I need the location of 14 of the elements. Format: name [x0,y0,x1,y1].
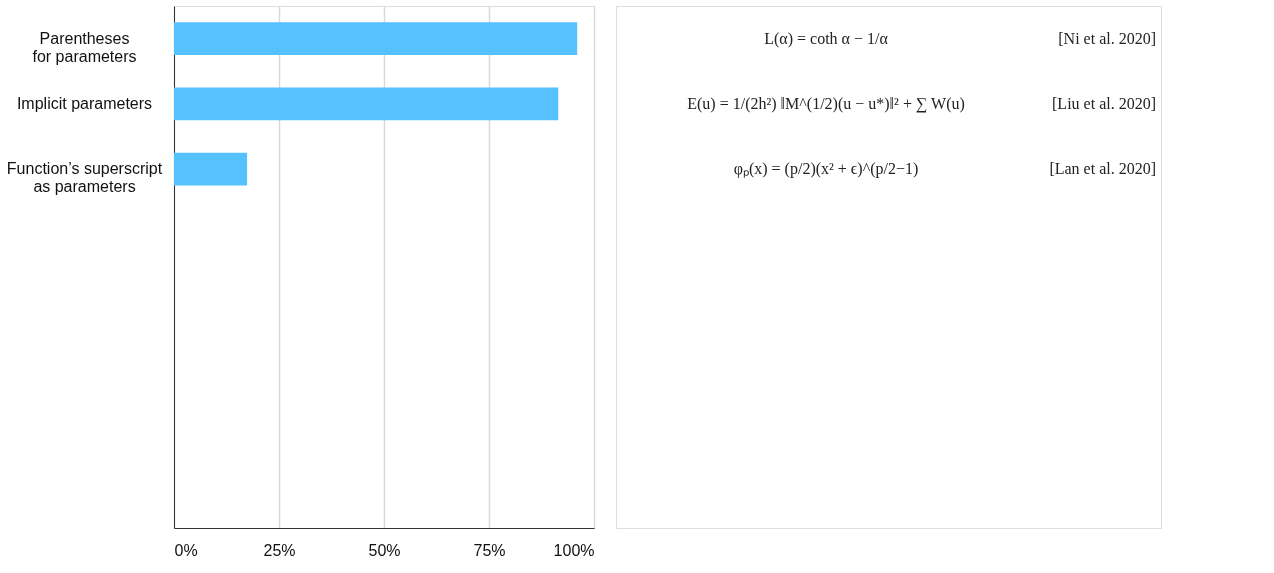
text: [Ni et al. 2020] [1058,29,1156,47]
x-tick-label: 100% [553,541,595,559]
y-tick-label: Function’s superscript as parameters [6,160,163,196]
text: [Lan et al. 2020] [1049,160,1156,178]
y-tick-label: Parentheses for parameters [32,29,137,65]
x-tick-label: 25% [263,541,296,559]
x-tick-label: 0% [174,541,198,559]
text: L(α) = coth α − 1/α [764,29,889,48]
text: [Liu et al. 2020] [1052,94,1156,112]
text: E(u) = 1/(2h²) ‖M^(1/2)(u − u*)‖² + ∑ W(u) [687,94,965,113]
x-tick-label: 75% [473,541,506,559]
y-tick-label: Implicit parameters [16,94,153,112]
x-tick-label: 50% [368,541,401,559]
text: φₚ(x) = (p/2)(x² + ϵ)^(p/2−1) [733,160,919,179]
